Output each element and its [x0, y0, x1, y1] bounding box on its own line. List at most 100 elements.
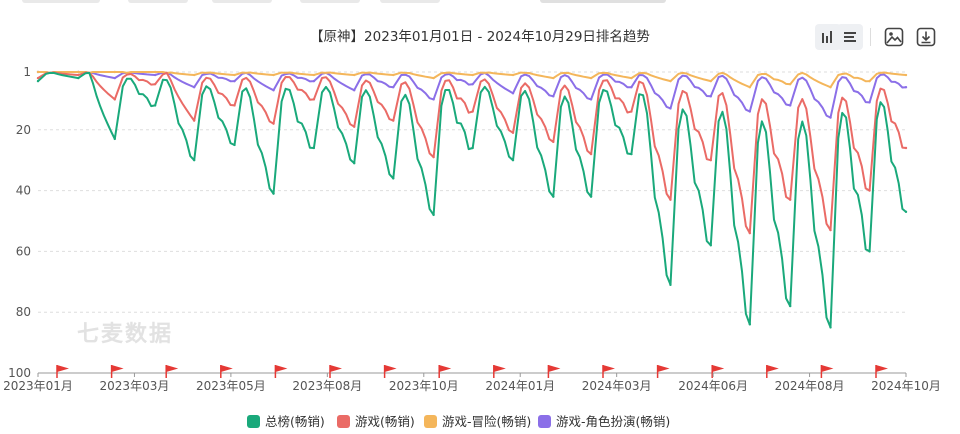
data-point[interactable] [868, 189, 871, 192]
data-point[interactable] [153, 82, 157, 86]
data-point[interactable] [904, 73, 908, 77]
event-flag-icon[interactable] [820, 365, 834, 378]
data-point[interactable] [868, 250, 871, 253]
list-icon[interactable] [837, 24, 863, 50]
data-point[interactable] [233, 143, 236, 147]
data-point[interactable] [392, 177, 395, 180]
top-tab[interactable] [128, 0, 188, 3]
data-point[interactable] [392, 119, 395, 122]
event-flag-icon[interactable] [493, 365, 506, 378]
data-point[interactable] [153, 104, 157, 107]
event-flag-icon[interactable] [165, 365, 179, 378]
data-point[interactable] [77, 70, 80, 74]
data-point[interactable] [709, 158, 712, 162]
data-point[interactable] [432, 155, 435, 159]
data-point[interactable] [748, 231, 752, 235]
data-point[interactable] [192, 73, 196, 77]
event-flag-icon[interactable] [438, 365, 452, 378]
event-flag-icon[interactable] [547, 365, 561, 378]
event-flag-icon[interactable] [56, 365, 69, 378]
data-point[interactable] [511, 158, 515, 162]
data-point[interactable] [432, 98, 435, 101]
data-point[interactable] [904, 86, 908, 89]
top-tab[interactable] [212, 0, 272, 3]
data-point[interactable] [904, 210, 908, 214]
data-point[interactable] [748, 323, 752, 326]
data-point[interactable] [589, 98, 593, 101]
data-point[interactable] [233, 104, 236, 107]
data-point[interactable] [630, 86, 633, 89]
data-point[interactable] [312, 146, 316, 150]
data-point[interactable] [788, 304, 792, 308]
event-flag-icon[interactable] [602, 365, 615, 378]
data-point[interactable] [272, 73, 275, 77]
data-point[interactable] [113, 137, 116, 141]
data-point[interactable] [552, 76, 555, 80]
data-point[interactable] [192, 158, 196, 162]
data-point[interactable] [36, 79, 40, 83]
data-point[interactable] [153, 70, 157, 74]
data-point[interactable] [392, 73, 395, 77]
data-point[interactable] [471, 110, 474, 113]
top-tab[interactable] [380, 0, 440, 3]
legend-item[interactable]: 游戏-冒险(畅销) [424, 414, 531, 429]
data-point[interactable] [589, 152, 593, 156]
legend-item[interactable]: 游戏-角色扮演(畅销) [538, 414, 670, 429]
data-point[interactable] [77, 73, 80, 77]
data-point[interactable] [192, 119, 196, 122]
top-tab[interactable] [300, 0, 360, 3]
event-flag-icon[interactable] [383, 365, 397, 378]
data-point[interactable] [748, 110, 752, 113]
data-point[interactable] [788, 104, 792, 107]
data-point[interactable] [192, 86, 196, 89]
data-point[interactable] [669, 283, 672, 287]
data-point[interactable] [589, 76, 593, 80]
data-point[interactable] [589, 195, 593, 198]
event-flag-icon[interactable] [220, 365, 233, 378]
data-point[interactable] [829, 116, 832, 119]
data-point[interactable] [709, 79, 712, 83]
data-point[interactable] [829, 86, 832, 89]
data-point[interactable] [829, 326, 832, 329]
data-point[interactable] [788, 198, 792, 201]
data-point[interactable] [868, 79, 871, 83]
data-point[interactable] [904, 146, 908, 150]
event-flag-icon[interactable] [329, 365, 342, 378]
data-point[interactable] [630, 152, 633, 156]
data-point[interactable] [868, 101, 871, 104]
data-point[interactable] [709, 244, 712, 247]
event-flag-icon[interactable] [110, 365, 124, 378]
data-point[interactable] [233, 73, 236, 77]
image-icon[interactable] [881, 24, 907, 50]
data-point[interactable] [829, 228, 832, 232]
legend-item[interactable]: 游戏(畅销) [337, 414, 415, 429]
data-point[interactable] [552, 95, 555, 98]
data-point[interactable] [113, 76, 116, 80]
event-flag-icon[interactable] [711, 365, 725, 378]
data-point[interactable] [471, 146, 474, 150]
data-point[interactable] [312, 98, 316, 101]
data-point[interactable] [511, 73, 515, 77]
data-point[interactable] [471, 82, 474, 86]
data-point[interactable] [312, 79, 316, 83]
data-point[interactable] [272, 192, 275, 195]
data-point[interactable] [630, 110, 633, 113]
top-tab[interactable] [540, 0, 666, 3]
data-point[interactable] [432, 213, 435, 217]
data-point[interactable] [709, 95, 712, 98]
data-point[interactable] [471, 73, 474, 77]
data-point[interactable] [511, 92, 515, 95]
top-tab[interactable] [22, 0, 100, 3]
event-flag-icon[interactable] [766, 365, 779, 378]
legend-item[interactable]: 总榜(畅销) [247, 414, 325, 429]
data-point[interactable] [36, 70, 40, 74]
data-point[interactable] [669, 79, 672, 83]
data-point[interactable] [353, 89, 356, 92]
event-flag-icon[interactable] [875, 365, 888, 378]
data-point[interactable] [113, 98, 116, 101]
data-point[interactable] [669, 107, 672, 110]
data-point[interactable] [153, 73, 157, 77]
data-point[interactable] [392, 86, 395, 89]
data-point[interactable] [113, 70, 116, 74]
data-point[interactable] [36, 76, 40, 80]
